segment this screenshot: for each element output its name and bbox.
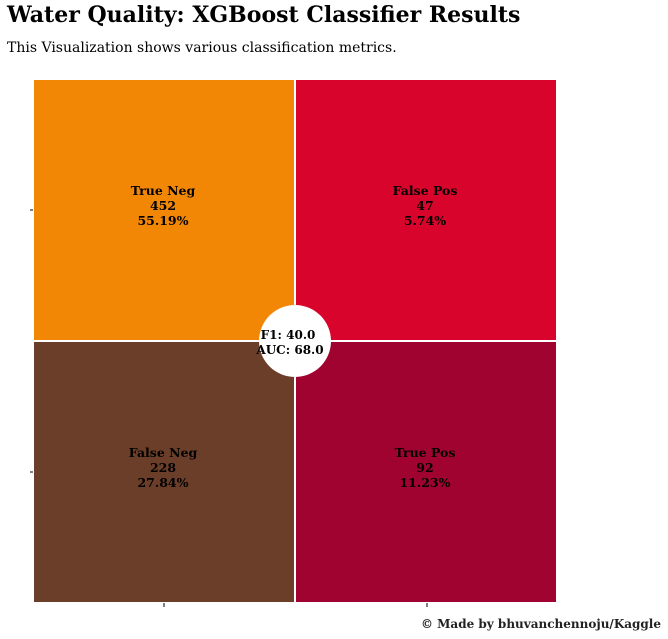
cell-count: 452	[150, 198, 176, 213]
cell-label: False Pos	[393, 183, 458, 198]
cell-percent: 27.84%	[137, 475, 188, 490]
metrics-circle-group: F1: 40.0 AUC: 68.0	[255, 305, 331, 377]
credit-footer: © Made by bhuvanchennoju/Kaggle	[420, 617, 661, 631]
cell-label: True Neg	[131, 183, 196, 198]
f1-score-label: F1: 40.0	[261, 328, 316, 342]
page-subtitle: This Visualization shows various classif…	[7, 40, 397, 56]
cell-percent: 5.74%	[404, 213, 446, 228]
matrix-cell-rect	[294, 340, 558, 604]
page-title: Water Quality: XGBoost Classifier Result…	[7, 2, 521, 28]
cell-label: False Neg	[129, 445, 198, 460]
cell-percent: 11.23%	[399, 475, 450, 490]
cell-percent: 55.19%	[137, 213, 188, 228]
cell-label: True Pos	[395, 445, 456, 460]
ticks-layer	[30, 209, 428, 607]
auc-score-label: AUC: 68.0	[255, 343, 323, 357]
matrix-cell-rect	[32, 78, 296, 342]
matrix-cell-rect	[294, 78, 558, 342]
matrix-cell-rect	[32, 340, 296, 604]
cell-count: 92	[416, 460, 433, 475]
cell-count: 47	[416, 198, 433, 213]
cell-count: 228	[150, 460, 176, 475]
metrics-circle	[259, 305, 331, 377]
